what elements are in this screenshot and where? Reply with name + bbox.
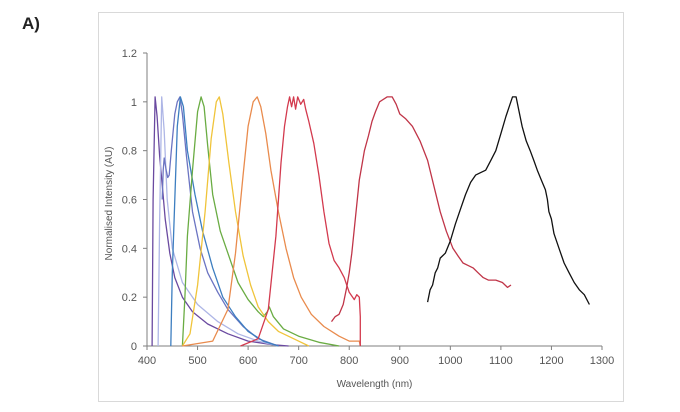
y-tick-label: 0.2 (122, 292, 137, 304)
x-tick-label: 700 (289, 355, 307, 367)
series-layer (151, 96, 590, 347)
series-line-9 (330, 96, 512, 322)
series-line-2 (157, 96, 279, 347)
y-tick-label: 1 (131, 97, 137, 109)
y-tick-label: 0 (131, 341, 137, 353)
series-line-8 (240, 96, 361, 347)
x-tick-label: 1100 (489, 355, 513, 367)
x-tick-label: 1200 (539, 355, 563, 367)
x-tick-label: 600 (239, 355, 257, 367)
x-tick-label: 500 (188, 355, 206, 367)
series-line-7 (182, 96, 361, 347)
x-tick-label: 800 (340, 355, 358, 367)
y-axis-title: Normalised Intensity (AU) (104, 147, 115, 261)
y-tick-label: 1.2 (122, 48, 137, 60)
x-tick-label: 900 (391, 355, 409, 367)
series-line-4 (170, 96, 279, 347)
axes (143, 52, 603, 350)
chart-frame (98, 12, 624, 402)
x-tick-label: 1000 (438, 355, 462, 367)
series-line-10 (426, 96, 590, 305)
y-tick-label: 0.8 (122, 146, 137, 158)
panel-label: A) (22, 14, 40, 33)
x-tick-label: 1300 (590, 355, 614, 367)
series-line-3 (161, 96, 279, 347)
tick-labels: 0 0.2 0.4 0.6 0.8 1 1.2 400 500 600 700 800 900 1000 1… (122, 48, 615, 367)
y-tick-label: 0.4 (122, 243, 137, 255)
x-tick-label: 400 (138, 355, 156, 367)
x-axis-title: Wavelength (nm) (337, 379, 413, 390)
series-line-5 (181, 96, 340, 347)
series-line-6 (181, 96, 310, 347)
y-tick-label: 0.6 (122, 195, 137, 207)
